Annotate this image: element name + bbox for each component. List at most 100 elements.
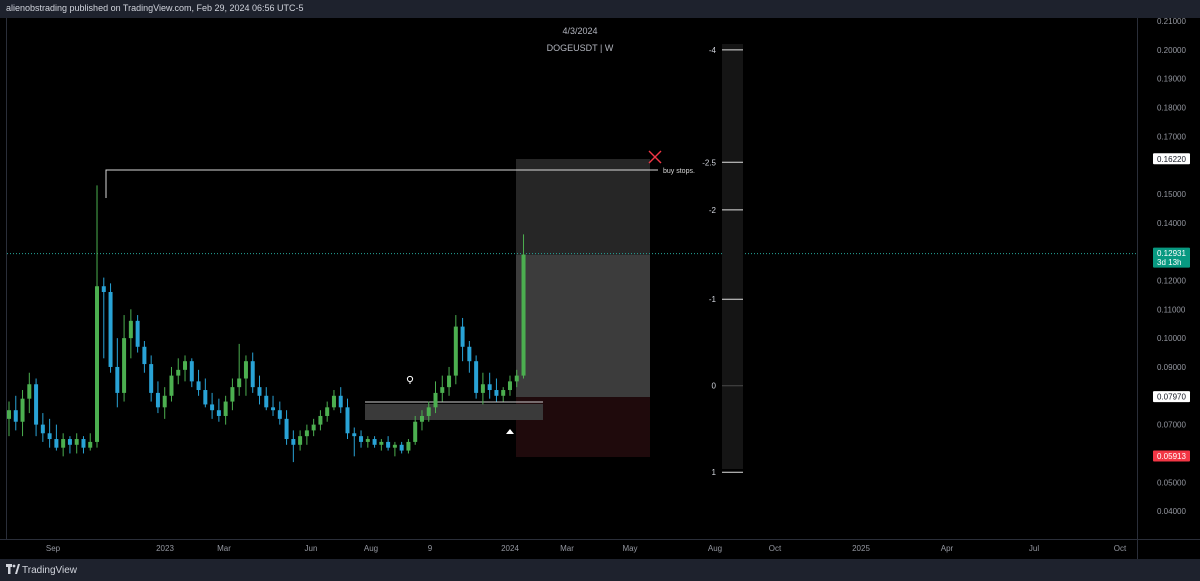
price-tick-label: 0.20000 — [1157, 46, 1186, 55]
candle[interactable] — [183, 355, 188, 382]
candle[interactable] — [95, 185, 100, 448]
candle[interactable] — [237, 343, 242, 396]
candle[interactable] — [101, 277, 106, 359]
up-arrow-icon[interactable] — [506, 429, 514, 434]
candle[interactable] — [359, 430, 364, 448]
candle[interactable] — [210, 392, 215, 419]
candles-group[interactable] — [7, 185, 526, 463]
candle[interactable] — [453, 315, 458, 385]
candle[interactable] — [108, 283, 113, 373]
candle[interactable] — [264, 387, 269, 411]
price-label-box — [1153, 153, 1190, 165]
candle[interactable] — [298, 430, 303, 451]
candle[interactable] — [250, 352, 255, 393]
candle[interactable] — [169, 366, 174, 402]
candle[interactable] — [419, 410, 424, 431]
candle[interactable] — [257, 375, 262, 405]
target-zone-upper[interactable] — [516, 159, 650, 255]
candle[interactable] — [325, 401, 330, 422]
candle[interactable] — [61, 433, 66, 457]
candle[interactable] — [142, 341, 147, 373]
candle[interactable] — [318, 410, 323, 431]
candle[interactable] — [311, 418, 316, 437]
candle[interactable] — [27, 372, 32, 414]
candle[interactable] — [162, 387, 167, 419]
candle[interactable] — [122, 315, 127, 402]
candle[interactable] — [115, 338, 120, 408]
time-axis[interactable]: Sep 2023 Mar Jun Aug 9 2024 Mar May Aug Oct 2025 Apr… — [46, 544, 1127, 553]
candle[interactable] — [81, 436, 86, 454]
candle[interactable] — [433, 381, 438, 414]
candle[interactable] — [487, 372, 492, 399]
candle[interactable] — [74, 433, 79, 454]
candle[interactable] — [149, 355, 154, 402]
price-tick-label: 0.17000 — [1157, 132, 1186, 141]
candle[interactable] — [243, 355, 248, 396]
price-label-box — [1153, 247, 1190, 268]
candle[interactable] — [480, 372, 485, 405]
candlestick-chart[interactable]: buy stops. -4 -2.5 -2 -1 0 1 4/3/2024 DOGEUSD… — [0, 17, 1200, 559]
price-tick-label: 0.04000 — [1157, 507, 1186, 516]
candle[interactable] — [88, 433, 93, 451]
fib-levels[interactable]: -4 -2.5 -2 -1 0 1 — [702, 46, 743, 477]
candle[interactable] — [338, 387, 343, 414]
candle[interactable] — [514, 369, 519, 388]
candle[interactable] — [406, 439, 411, 454]
consolidation-block[interactable] — [365, 404, 543, 420]
price-axis[interactable]: 0.21000 0.20000 0.19000 0.18000 0.17000 0.150… — [1157, 17, 1186, 516]
candle[interactable] — [440, 375, 445, 402]
target-x-icon[interactable] — [648, 150, 662, 164]
candle[interactable] — [34, 378, 39, 437]
target-zone-lower[interactable] — [516, 255, 650, 397]
candle[interactable] — [13, 395, 18, 431]
candle[interactable] — [386, 436, 391, 451]
candle[interactable] — [155, 381, 160, 414]
candle[interactable] — [230, 378, 235, 411]
candle[interactable] — [392, 441, 397, 457]
price-tick-label: 0.21000 — [1157, 18, 1186, 26]
candle[interactable] — [460, 317, 465, 362]
lightbulb-icon[interactable] — [406, 375, 414, 384]
candle[interactable] — [467, 341, 472, 373]
candle[interactable] — [40, 413, 45, 442]
buy-stops-line[interactable] — [105, 169, 658, 198]
candle[interactable] — [7, 401, 11, 437]
candle[interactable] — [284, 410, 289, 445]
time-tick-label: 9 — [428, 544, 433, 553]
candle[interactable] — [426, 401, 431, 422]
candle[interactable] — [331, 390, 336, 411]
candle[interactable] — [277, 401, 282, 425]
candle[interactable] — [352, 427, 357, 457]
footer-brand: TradingView — [22, 565, 78, 576]
candle[interactable] — [379, 439, 384, 451]
chart-area[interactable]: buy stops. -4 -2.5 -2 -1 0 1 4/3/2024 DOGEUSD… — [0, 17, 1200, 559]
candle[interactable] — [399, 441, 404, 454]
candle[interactable] — [223, 395, 228, 425]
candle[interactable] — [47, 418, 52, 448]
candle[interactable] — [474, 355, 479, 399]
candle[interactable] — [372, 436, 377, 448]
candle[interactable] — [521, 234, 526, 379]
candle[interactable] — [304, 424, 309, 445]
candle[interactable] — [54, 424, 59, 451]
candle[interactable] — [135, 315, 140, 353]
price-label-box — [1153, 391, 1190, 403]
candle[interactable] — [447, 366, 452, 396]
time-tick-label: Jul — [1029, 544, 1039, 553]
candle[interactable] — [271, 395, 276, 416]
candle[interactable] — [203, 378, 208, 408]
candle[interactable] — [128, 309, 133, 359]
candle[interactable] — [507, 375, 512, 396]
candle[interactable] — [176, 358, 181, 385]
candle[interactable] — [196, 369, 201, 396]
candle[interactable] — [413, 415, 418, 445]
candle[interactable] — [345, 398, 350, 440]
candle[interactable] — [501, 387, 506, 402]
candle[interactable] — [67, 436, 72, 454]
candle[interactable] — [189, 358, 194, 388]
candle[interactable] — [20, 390, 25, 437]
candle[interactable] — [494, 378, 499, 402]
candle[interactable] — [291, 430, 296, 463]
candle[interactable] — [365, 436, 370, 448]
candle[interactable] — [216, 398, 221, 422]
